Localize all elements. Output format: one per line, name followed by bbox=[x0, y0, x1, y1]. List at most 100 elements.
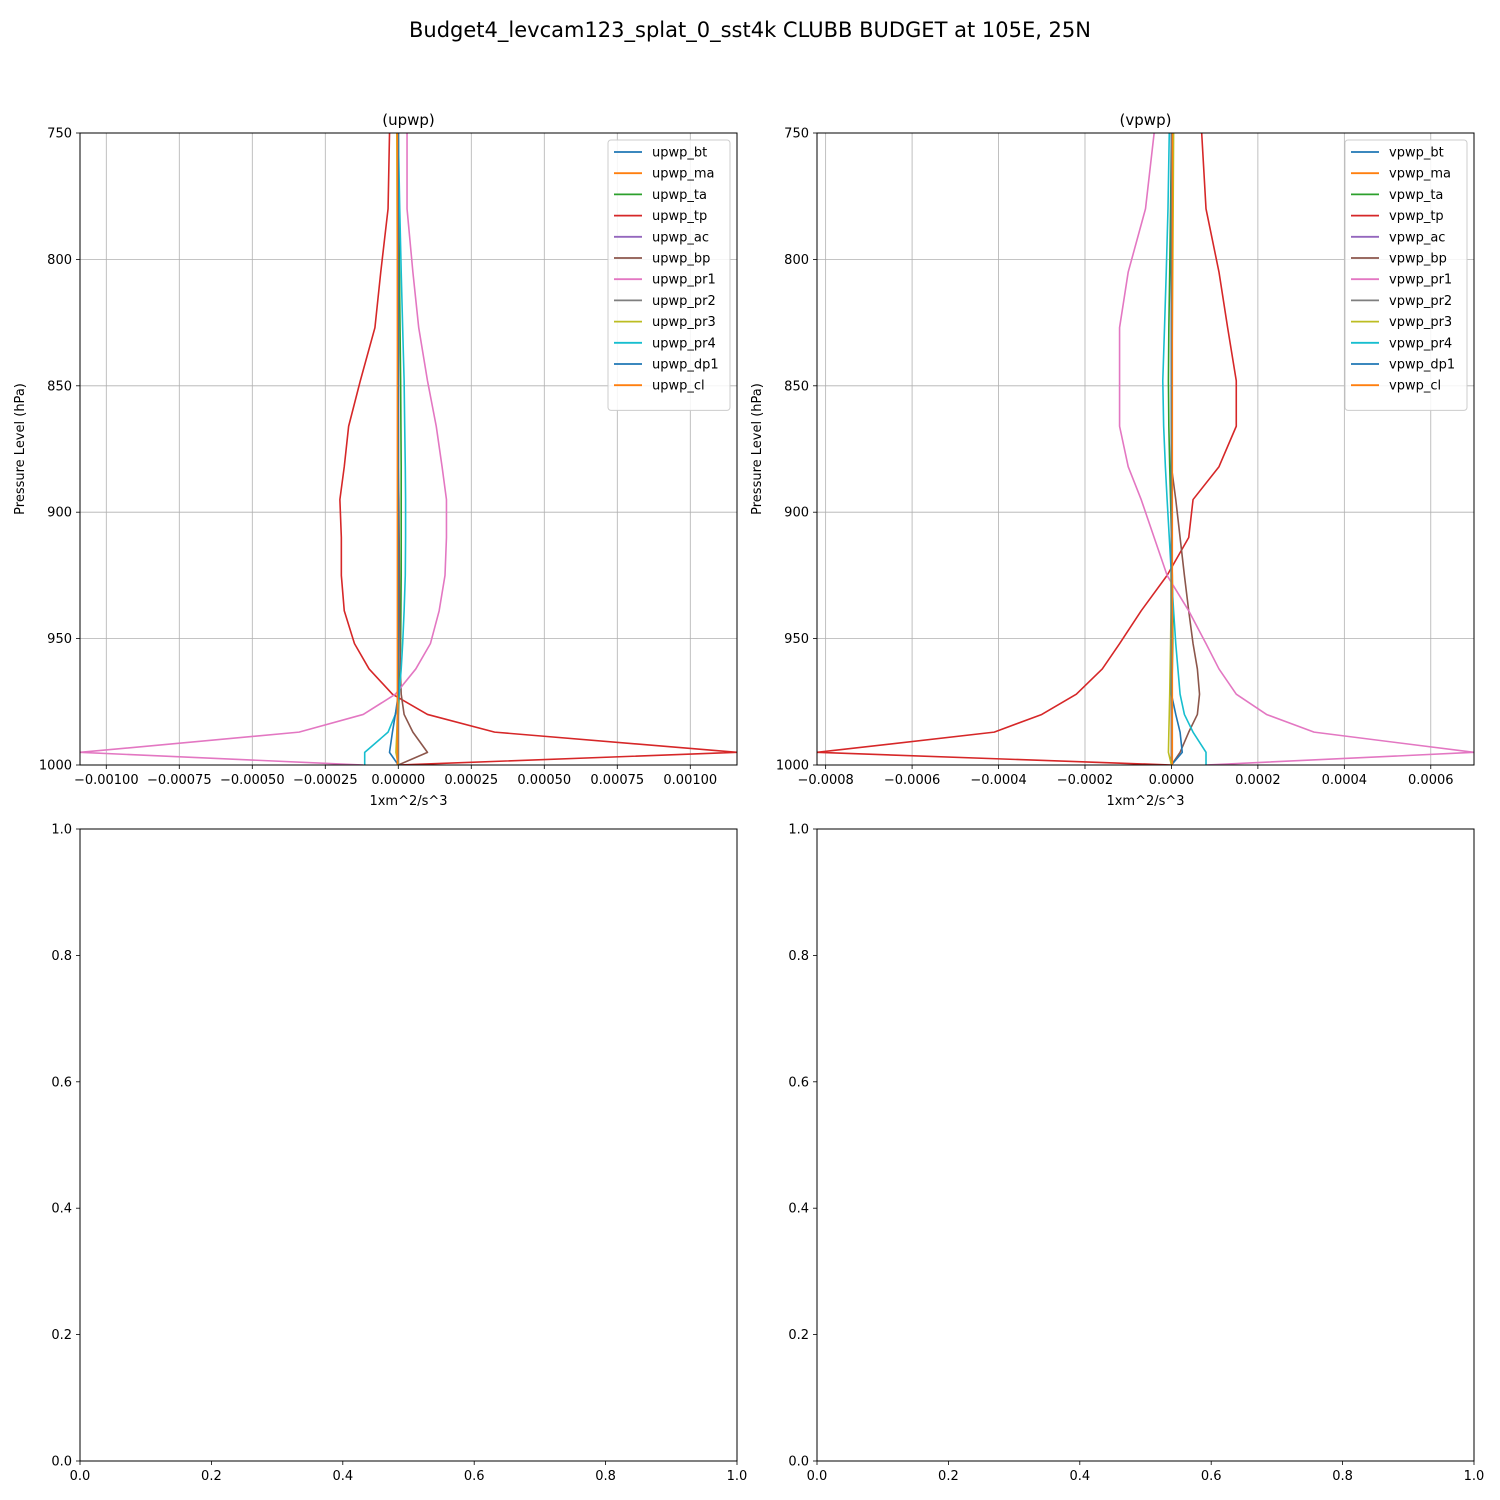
y-tick-label: 0.6 bbox=[51, 1075, 72, 1090]
y-tick-label: 0.6 bbox=[788, 1075, 809, 1090]
legend: upwp_bt upwp_ma upwp_ta upwp_tp upwp_ac upwp_… bbox=[607, 139, 731, 411]
x-tick-label: −0.00100 bbox=[74, 773, 139, 788]
series-line-vpwp_pr4 bbox=[1161, 133, 1207, 765]
x-tick-label: 0.00075 bbox=[590, 773, 644, 788]
y-tick-label: 900 bbox=[47, 506, 72, 521]
legend-label: upwp_ta bbox=[652, 188, 707, 203]
y-tick-label: 0.0 bbox=[788, 1455, 809, 1470]
y-tick-label: 0.8 bbox=[51, 949, 72, 964]
legend-label: vpwp_pr1 bbox=[1389, 273, 1452, 288]
series-line-vpwp_pr1 bbox=[1118, 133, 1474, 765]
legend-label: upwp_pr2 bbox=[652, 294, 716, 309]
series-line-upwp_pr1 bbox=[80, 133, 448, 765]
x-tick-label: 0.2 bbox=[938, 1469, 959, 1484]
x-tick-label: 0.00000 bbox=[371, 773, 425, 788]
y-axis-label: Pressure Level (hPa) bbox=[750, 383, 765, 515]
x-axis-label: 1xm^2/s^3 bbox=[369, 794, 447, 809]
series-group bbox=[817, 133, 1474, 765]
chart-panel-1: −0.00100 −0.00075 −0.00050 −0.00025 0.00000 0… bbox=[13, 111, 738, 809]
y-tick-label: 850 bbox=[784, 379, 809, 394]
x-tick-label: −0.0004 bbox=[970, 773, 1026, 788]
legend-label: upwp_ac bbox=[652, 230, 709, 245]
legend-label: vpwp_pr2 bbox=[1389, 294, 1452, 309]
legend-label: upwp_pr3 bbox=[652, 315, 716, 330]
x-tick-label: −0.00075 bbox=[147, 773, 212, 788]
x-tick-label: −0.00050 bbox=[220, 773, 285, 788]
x-tick-label: 1.0 bbox=[727, 1469, 748, 1484]
plot-frame bbox=[816, 132, 1475, 766]
legend: vpwp_bt vpwp_ma vpwp_ta vpwp_tp vpwp_ac vpwp_… bbox=[1344, 139, 1468, 411]
legend-label: upwp_pr1 bbox=[652, 273, 716, 288]
x-tick-label: 0.2 bbox=[201, 1469, 222, 1484]
y-tick-label: 0.4 bbox=[51, 1202, 72, 1217]
y-tick-label: 750 bbox=[784, 127, 809, 142]
x-tick-label: 0.0006 bbox=[1408, 773, 1454, 788]
legend-label: vpwp_tp bbox=[1389, 209, 1444, 224]
y-tick-label: 1.0 bbox=[788, 823, 809, 838]
legend-label: vpwp_ac bbox=[1389, 230, 1445, 245]
legend-label: vpwp_dp1 bbox=[1389, 358, 1455, 373]
x-tick-label: 0.0 bbox=[70, 1469, 91, 1484]
y-tick-label: 800 bbox=[784, 253, 809, 268]
legend-label: upwp_dp1 bbox=[652, 358, 719, 373]
series-group bbox=[80, 133, 737, 765]
series-line-upwp_dp1 bbox=[388, 133, 400, 765]
y-axis-label: Pressure Level (hPa) bbox=[13, 383, 28, 515]
legend-label: vpwp_ta bbox=[1389, 188, 1443, 203]
series-line-vpwp_dp1 bbox=[1170, 133, 1184, 765]
y-tick-label: 0.0 bbox=[51, 1455, 72, 1470]
chart-panel-3: 0.0 0.2 0.4 0.6 0.8 1.0 0.0 0.2 0.4 0.6 0.8 1.0 bbox=[51, 823, 747, 1485]
series-line-vpwp_tp bbox=[817, 133, 1238, 765]
x-tick-label: 0.0 bbox=[807, 1469, 828, 1484]
x-tick-label: 0.6 bbox=[1201, 1469, 1222, 1484]
plot-frame bbox=[816, 828, 1475, 1462]
plot-frame bbox=[79, 828, 738, 1462]
x-tick-label: 0.00050 bbox=[517, 773, 571, 788]
y-tick-label: 900 bbox=[784, 506, 809, 521]
x-tick-label: 0.8 bbox=[1332, 1469, 1353, 1484]
x-tick-label: −0.0002 bbox=[1057, 773, 1113, 788]
x-axis-label: 1xm^2/s^3 bbox=[1106, 794, 1184, 809]
x-tick-label: 0.8 bbox=[595, 1469, 616, 1484]
panel-title: (upwp) bbox=[382, 111, 435, 129]
y-tick-label: 800 bbox=[47, 253, 72, 268]
legend-label: vpwp_ma bbox=[1389, 167, 1451, 182]
y-tick-label: 0.2 bbox=[51, 1328, 72, 1343]
figure-title: Budget4_levcam123_splat_0_sst4k CLUBB BU… bbox=[409, 18, 1091, 43]
y-tick-label: 0.4 bbox=[788, 1202, 809, 1217]
legend-label: vpwp_bt bbox=[1389, 146, 1444, 161]
x-tick-label: 0.4 bbox=[1069, 1469, 1090, 1484]
x-tick-label: 1.0 bbox=[1464, 1469, 1485, 1484]
legend-label: upwp_bp bbox=[652, 252, 710, 267]
x-tick-label: −0.0006 bbox=[884, 773, 940, 788]
x-tick-label: −0.0008 bbox=[797, 773, 853, 788]
legend-label: upwp_pr4 bbox=[652, 336, 716, 351]
y-tick-label: 750 bbox=[47, 127, 72, 142]
legend-label: upwp_ma bbox=[652, 167, 715, 182]
legend-label: upwp_cl bbox=[652, 379, 705, 394]
legend-label: upwp_tp bbox=[652, 209, 707, 224]
y-tick-label: 0.2 bbox=[788, 1328, 809, 1343]
chart-panel-4: 0.0 0.2 0.4 0.6 0.8 1.0 0.0 0.2 0.4 0.6 0.8 1.0 bbox=[788, 823, 1484, 1485]
x-tick-label: 0.00025 bbox=[444, 773, 498, 788]
legend-label: vpwp_pr4 bbox=[1389, 336, 1452, 351]
y-tick-label: 1000 bbox=[39, 759, 72, 774]
panel-title: (vpwp) bbox=[1120, 111, 1172, 129]
x-tick-label: 0.00100 bbox=[663, 773, 717, 788]
y-tick-label: 950 bbox=[784, 632, 809, 647]
x-tick-label: 0.0002 bbox=[1235, 773, 1281, 788]
x-tick-label: 0.6 bbox=[464, 1469, 485, 1484]
legend-label: vpwp_cl bbox=[1389, 379, 1441, 394]
legend-label: upwp_bt bbox=[652, 146, 707, 161]
y-tick-label: 950 bbox=[47, 632, 72, 647]
y-tick-label: 1000 bbox=[776, 759, 809, 774]
x-tick-label: 0.0000 bbox=[1149, 773, 1195, 788]
chart-panel-2: −0.0008 −0.0006 −0.0004 −0.0002 0.0000 0.0002… bbox=[750, 111, 1475, 809]
legend-label: vpwp_pr3 bbox=[1389, 315, 1452, 330]
y-tick-label: 850 bbox=[47, 379, 72, 394]
x-tick-label: 0.4 bbox=[332, 1469, 353, 1484]
series-line-upwp_tp bbox=[339, 133, 737, 765]
plot-frame bbox=[79, 132, 738, 766]
